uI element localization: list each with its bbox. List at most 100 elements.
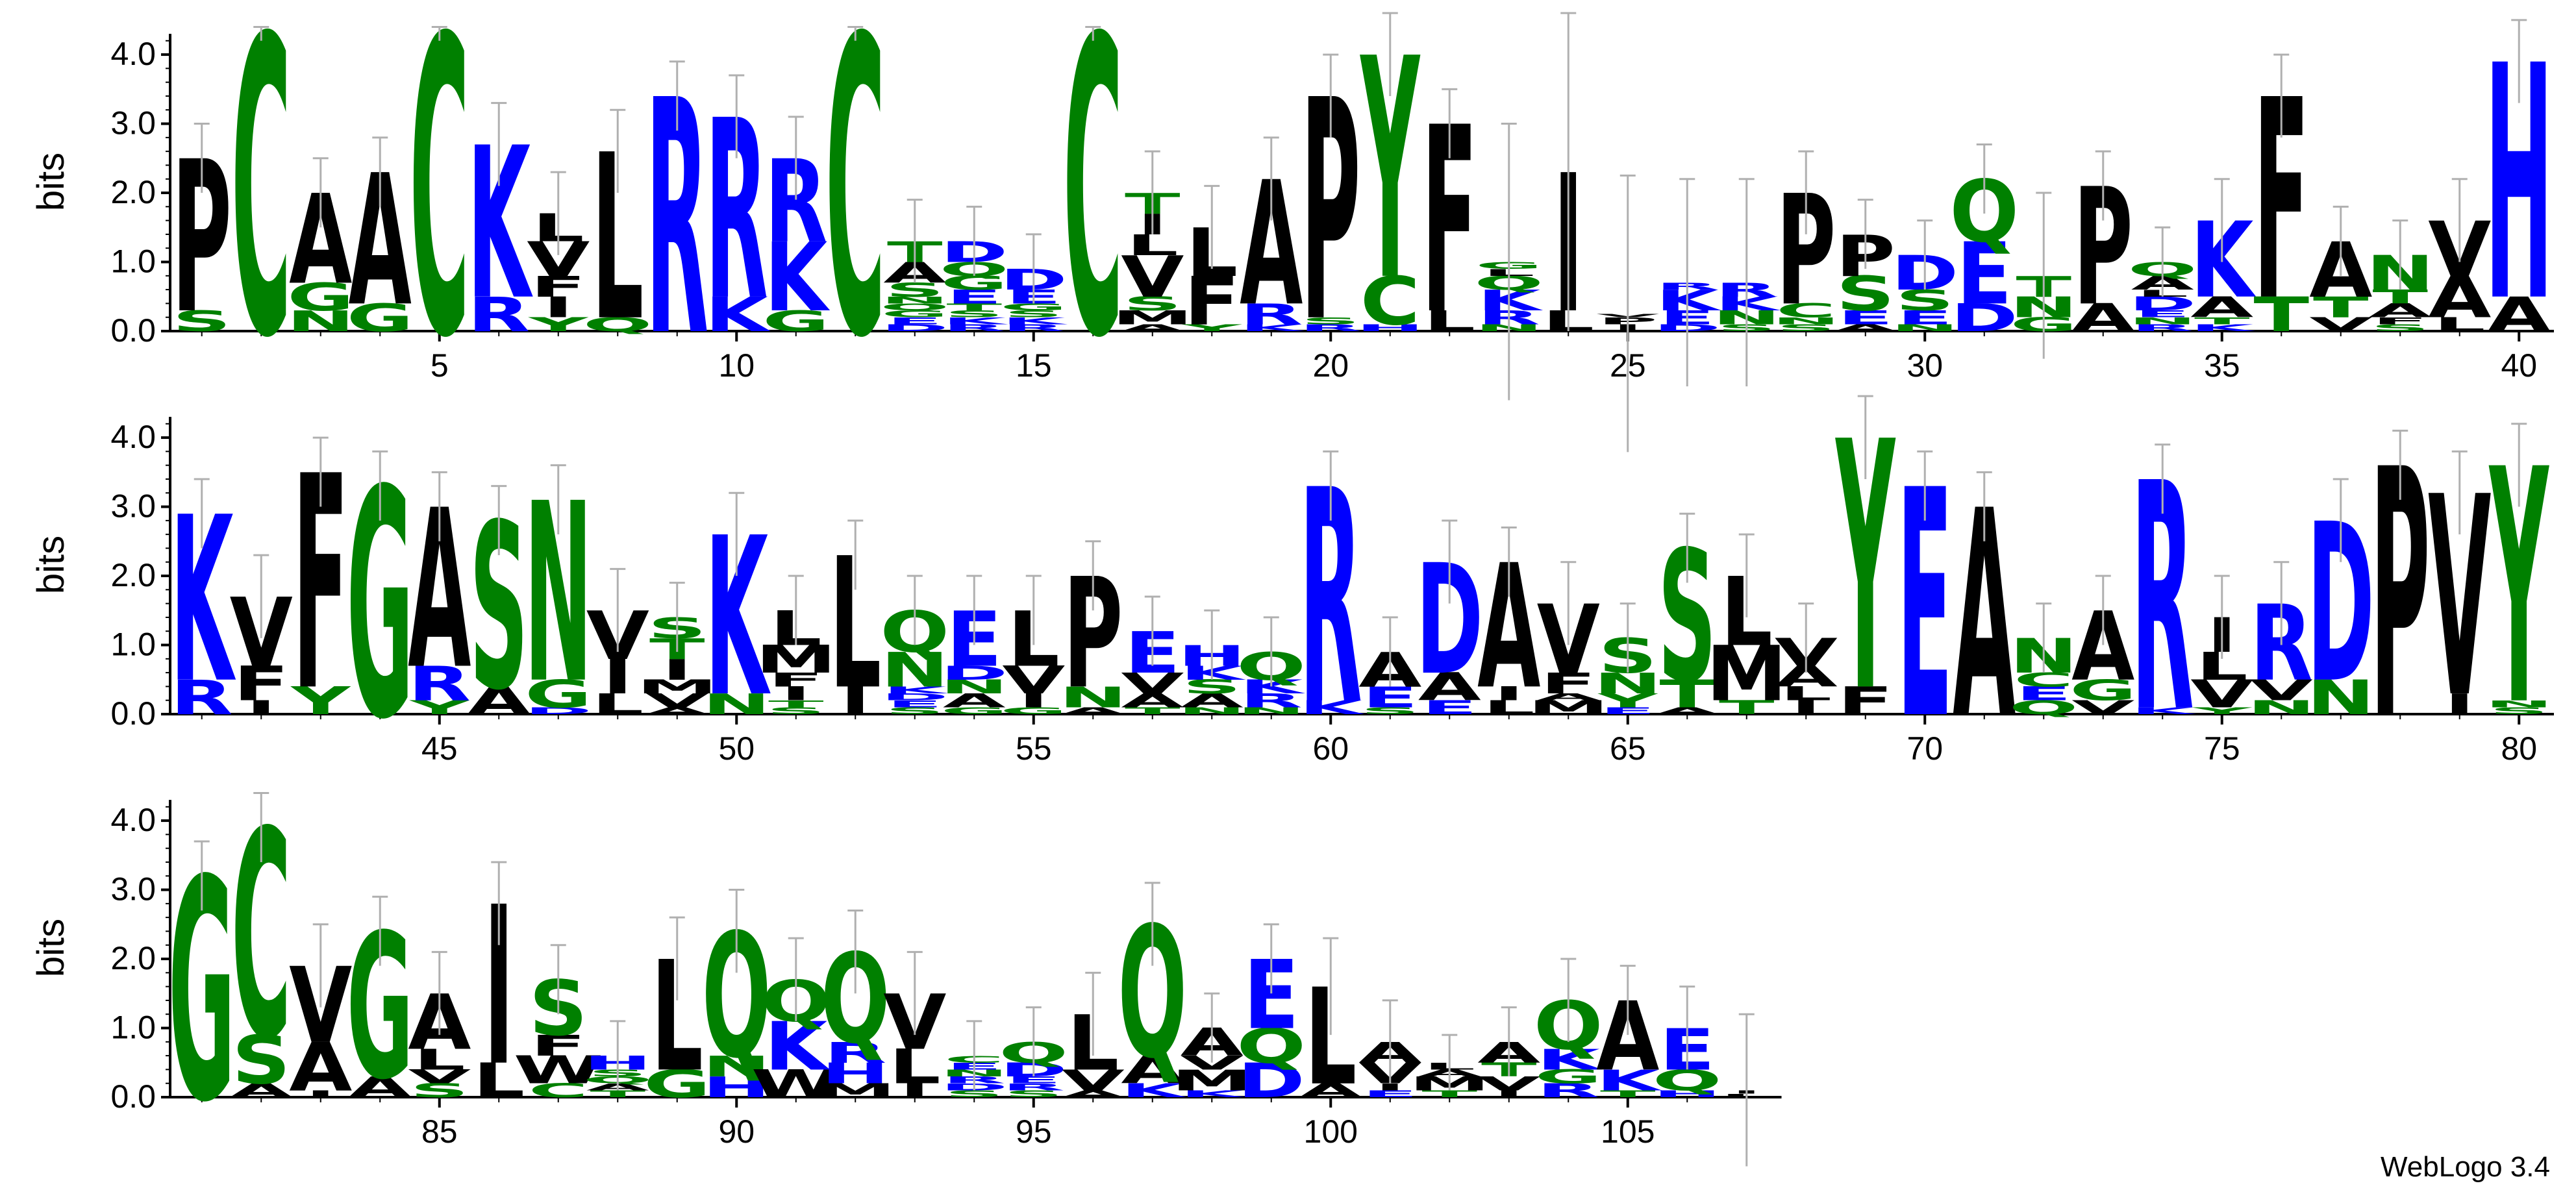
letter-E: E: [887, 699, 943, 710]
logo-column-71: A: [1953, 451, 2016, 782]
y-tick-label: 4.0: [110, 36, 156, 72]
logo-column-19: KRA: [1240, 136, 1305, 344]
letter-K: K: [764, 223, 830, 333]
x-tick-label: 10: [718, 347, 755, 384]
letter-K: K: [1656, 284, 1721, 317]
letter-K: K: [1240, 323, 1305, 334]
x-tick-label: 45: [421, 730, 458, 767]
logo-column-56: ANP: [1059, 540, 1127, 723]
logo-column-22: LF: [1421, 73, 1477, 372]
letter-T: T: [590, 1089, 645, 1100]
logo-column-62: EAD: [1416, 519, 1483, 719]
letter-A: A: [1121, 689, 1184, 712]
letter-N: N: [1059, 681, 1127, 714]
letter-Q: Q: [2009, 697, 2079, 719]
letter-Y: Y: [1597, 689, 1658, 712]
letter-I: I: [305, 1089, 336, 1100]
letter-V: V: [1121, 667, 1184, 700]
x-tick-label: 50: [718, 730, 755, 767]
letter-D: D: [1951, 296, 2018, 340]
y-tick-label: 2.0: [110, 174, 156, 210]
letter-G: G: [1000, 302, 1067, 313]
letter-T: T: [1659, 673, 1715, 717]
letter-T: T: [2372, 286, 2428, 308]
letter-N: N: [881, 295, 949, 306]
letter-S: S: [1301, 316, 1360, 327]
logo-column-5: C: [410, 0, 469, 427]
logo-column-93: ILV: [883, 950, 946, 1102]
letter-E: E: [1362, 1089, 1418, 1100]
logo-column-78: P: [2370, 398, 2430, 795]
x-tick-label: 65: [1610, 730, 1646, 767]
letter-K: K: [1181, 662, 1247, 684]
logo-column-3: NGA: [286, 157, 355, 338]
letter-R: R: [943, 323, 1006, 334]
letter-K: K: [1537, 1043, 1603, 1076]
logo-column-18: YFL: [1181, 184, 1243, 340]
letter-W: W: [751, 1062, 841, 1106]
letter-G: G: [1535, 1066, 1602, 1088]
letter-K: K: [1299, 697, 1366, 719]
letter-G: G: [881, 308, 948, 319]
letter-N: N: [1237, 706, 1305, 717]
letter-E: E: [1957, 225, 2012, 324]
letter-C: C: [410, 0, 469, 427]
letter-G: G: [287, 275, 354, 319]
letter-A: A: [1656, 706, 1719, 717]
letter-F: F: [1540, 667, 1596, 700]
letter-M: M: [1706, 630, 1787, 719]
letter-G: G: [347, 296, 414, 340]
logo-column-60: KR: [1299, 428, 1366, 770]
letter-K: K: [883, 685, 949, 696]
logo-column-73: VGA: [2070, 575, 2136, 719]
letter-S: S: [1005, 308, 1063, 319]
letter-K: K: [1477, 284, 1543, 317]
letter-A: A: [1062, 706, 1125, 717]
x-tick-label: 75: [2204, 730, 2240, 767]
letter-C: C: [1063, 0, 1123, 427]
x-tick-label: 30: [1907, 347, 1943, 384]
letter-A: A: [230, 1080, 294, 1102]
letter-G: G: [525, 673, 592, 717]
y-tick-label: 4.0: [110, 802, 156, 838]
logo-column-45: YRA: [408, 464, 471, 719]
letter-S: S: [410, 1080, 469, 1102]
y-tick-label: 2.0: [110, 557, 156, 593]
letter-I: I: [781, 683, 811, 705]
logo-column-36: TF: [2253, 42, 2309, 362]
letter-S: S: [1123, 293, 1182, 315]
letter-V: V: [1477, 1072, 1541, 1095]
letter-D: D: [1238, 1054, 1305, 1109]
logo-column-47: DGN: [524, 451, 592, 738]
letter-K: K: [1121, 1080, 1187, 1102]
letter-V: V: [2071, 697, 2135, 719]
logo-column-10: KR: [705, 68, 771, 355]
letter-S: S: [1361, 706, 1419, 717]
letter-I: I: [1018, 689, 1049, 712]
letter-R: R: [170, 671, 233, 726]
letter-E: E: [887, 316, 943, 327]
letter-I: I: [2444, 688, 2475, 721]
letter-E: E: [946, 286, 1002, 308]
letter-F: F: [1184, 263, 1240, 340]
letter-G: G: [762, 305, 829, 338]
letter-S: S: [173, 305, 231, 338]
logo-column-74: KR: [2131, 417, 2197, 782]
x-tick-label: 40: [2501, 347, 2537, 384]
logo-column-37: VTA: [2309, 205, 2373, 336]
letter-F: F: [531, 1030, 586, 1063]
letter-K: K: [1715, 293, 1781, 315]
letter-H: H: [1356, 323, 1424, 334]
x-tick-label: 90: [718, 1113, 755, 1150]
letter-E: E: [1600, 706, 1656, 717]
letter-T: T: [1719, 697, 1775, 719]
letter-S: S: [945, 1089, 1003, 1100]
